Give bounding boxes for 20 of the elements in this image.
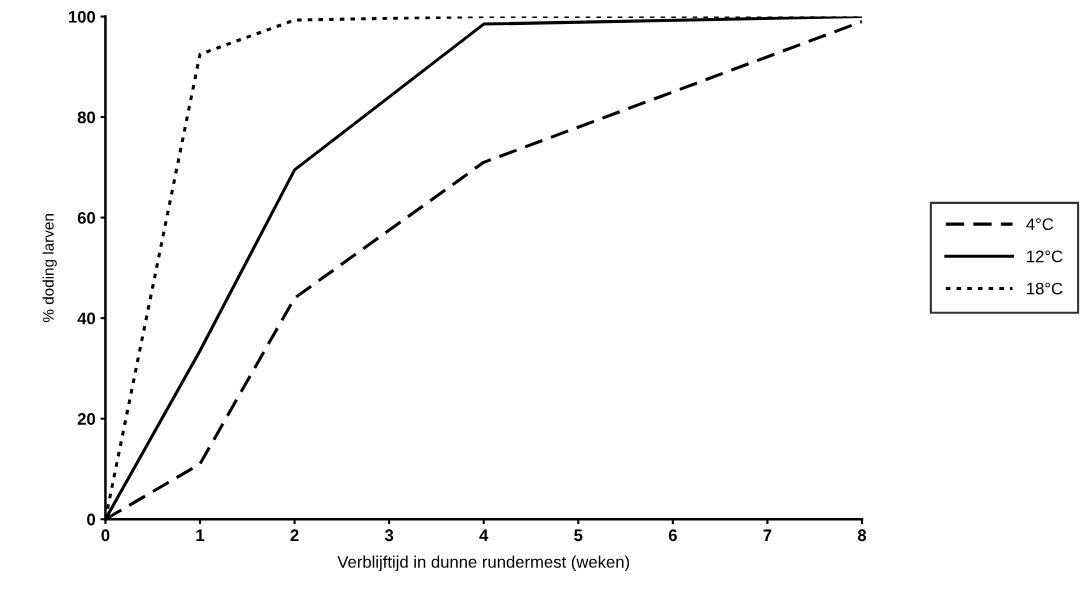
x-tick-label: 4 — [479, 529, 489, 542]
x-tick-label: 3 — [384, 529, 394, 542]
x-tick-label: 0 — [101, 529, 110, 542]
legend-label: 4°C — [1026, 218, 1054, 231]
y-tick-label: 0 — [87, 513, 96, 526]
x-tick-label: 8 — [857, 529, 867, 542]
x-tick-label: 1 — [196, 529, 205, 542]
y-tick-label: 20 — [77, 413, 96, 425]
y-tick-label: 60 — [77, 212, 96, 224]
x-tick-label: 5 — [574, 529, 583, 542]
legend-label: 12°C — [1027, 250, 1063, 263]
x-tick-label: 6 — [668, 529, 677, 542]
x-tick-label: 7 — [763, 529, 772, 542]
y-tick-label: 40 — [77, 312, 96, 325]
y-axis-title: % doding larven — [42, 214, 57, 323]
y-tick-label: 100 — [68, 10, 96, 23]
y-tick-label: 80 — [77, 111, 96, 124]
x-tick-label: 2 — [290, 529, 299, 542]
legend-label: 18°C — [1027, 282, 1063, 295]
x-axis-title: Verblijftijd in dunne rundermest (weken) — [337, 555, 630, 572]
